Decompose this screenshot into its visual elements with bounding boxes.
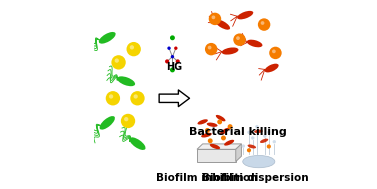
Circle shape xyxy=(167,46,171,50)
Text: Biofilm inhibition: Biofilm inhibition xyxy=(156,173,257,183)
FancyArrowPatch shape xyxy=(159,90,190,107)
Ellipse shape xyxy=(215,19,230,30)
Ellipse shape xyxy=(220,128,229,135)
Circle shape xyxy=(208,138,213,143)
Ellipse shape xyxy=(129,137,146,150)
Polygon shape xyxy=(197,144,241,149)
Ellipse shape xyxy=(216,115,225,121)
Ellipse shape xyxy=(198,119,208,125)
Circle shape xyxy=(247,148,251,152)
Circle shape xyxy=(133,94,138,99)
Ellipse shape xyxy=(260,139,268,143)
Circle shape xyxy=(217,119,222,124)
Circle shape xyxy=(109,94,113,99)
Circle shape xyxy=(273,140,276,143)
Ellipse shape xyxy=(247,40,262,47)
Ellipse shape xyxy=(210,144,220,149)
Circle shape xyxy=(106,91,120,105)
Circle shape xyxy=(209,13,221,25)
Circle shape xyxy=(233,33,246,46)
Circle shape xyxy=(170,35,175,40)
Circle shape xyxy=(236,36,240,40)
Circle shape xyxy=(115,58,119,63)
Ellipse shape xyxy=(248,144,256,149)
Ellipse shape xyxy=(207,122,218,127)
Circle shape xyxy=(211,15,215,19)
Polygon shape xyxy=(197,149,236,162)
Circle shape xyxy=(269,47,282,59)
Ellipse shape xyxy=(265,64,279,72)
Text: HG: HG xyxy=(166,62,182,72)
Ellipse shape xyxy=(99,32,116,44)
Text: Biofilm dispersion: Biofilm dispersion xyxy=(202,173,309,183)
Circle shape xyxy=(251,136,254,140)
Circle shape xyxy=(255,125,259,128)
Ellipse shape xyxy=(224,140,234,146)
Ellipse shape xyxy=(201,133,212,138)
Circle shape xyxy=(171,55,174,58)
Circle shape xyxy=(174,46,178,50)
Circle shape xyxy=(121,114,135,128)
Circle shape xyxy=(130,91,145,105)
Ellipse shape xyxy=(117,76,135,86)
Ellipse shape xyxy=(237,11,253,19)
Ellipse shape xyxy=(243,155,275,168)
Circle shape xyxy=(165,59,169,64)
Circle shape xyxy=(228,124,233,129)
Circle shape xyxy=(130,45,134,50)
Circle shape xyxy=(272,50,276,53)
Circle shape xyxy=(258,18,270,31)
Ellipse shape xyxy=(100,116,115,130)
Circle shape xyxy=(221,136,226,140)
Circle shape xyxy=(124,117,129,121)
Circle shape xyxy=(267,144,271,149)
Circle shape xyxy=(111,55,126,70)
Circle shape xyxy=(208,46,211,50)
Circle shape xyxy=(247,131,251,134)
Circle shape xyxy=(205,43,218,55)
Circle shape xyxy=(205,128,210,133)
Circle shape xyxy=(267,131,270,134)
Polygon shape xyxy=(236,144,241,162)
Circle shape xyxy=(263,134,267,138)
Ellipse shape xyxy=(254,130,263,133)
Circle shape xyxy=(127,42,141,56)
Ellipse shape xyxy=(222,47,239,55)
Text: Bacterial killing: Bacterial killing xyxy=(189,127,287,137)
Circle shape xyxy=(242,144,245,148)
Circle shape xyxy=(176,59,180,64)
Circle shape xyxy=(170,67,175,72)
Circle shape xyxy=(261,21,264,25)
